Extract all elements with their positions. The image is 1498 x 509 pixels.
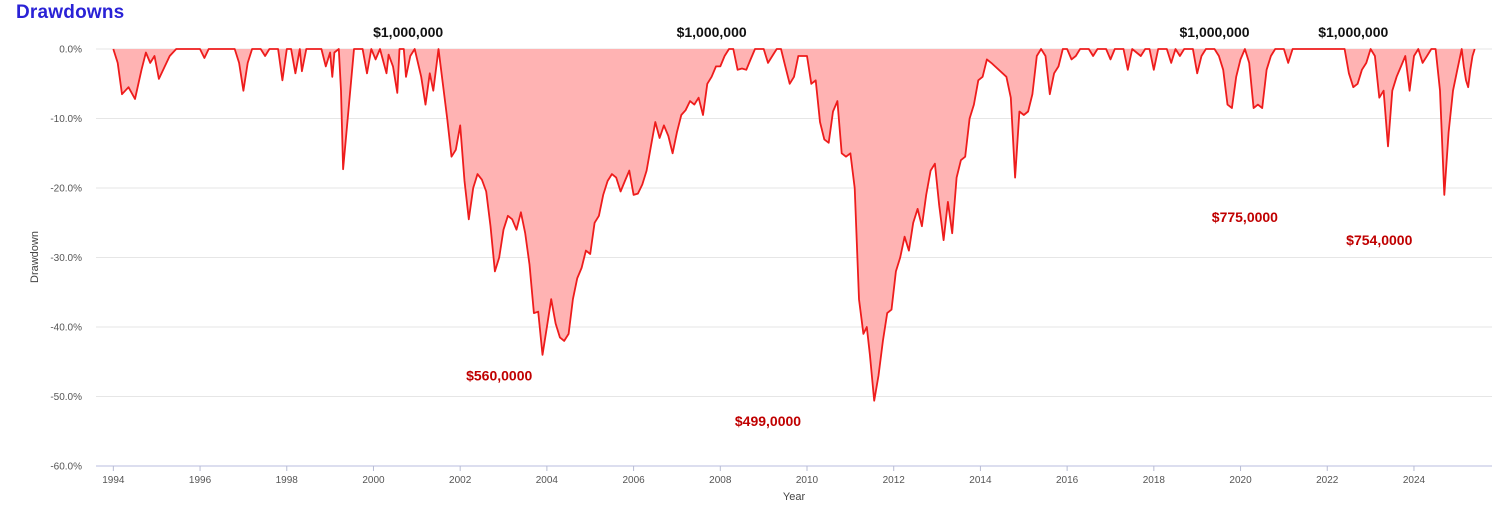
drawdown-area bbox=[112, 48, 1476, 402]
trough-value-label: $499,0000 bbox=[735, 413, 801, 429]
trough-value-label: $560,0000 bbox=[466, 368, 532, 384]
y-axis: 0.0% -10.0% -20.0% -30.0% -40.0% -50.0% -60.0% bbox=[50, 45, 82, 473]
x-tick-label: 2008 bbox=[709, 475, 732, 486]
y-tick-label: -40.0% bbox=[50, 323, 82, 334]
x-tick-label: 1996 bbox=[189, 475, 212, 486]
x-tick-label: 2022 bbox=[1316, 475, 1339, 486]
x-axis-label: Year bbox=[783, 491, 806, 503]
x-tick-label: 2004 bbox=[536, 475, 559, 486]
trough-value-label: $775,0000 bbox=[1212, 209, 1278, 225]
y-axis-label: Drawdown bbox=[29, 231, 41, 283]
y-tick-label: -30.0% bbox=[50, 253, 82, 264]
x-tick-label: 1998 bbox=[276, 475, 299, 486]
y-tick-label: -10.0% bbox=[50, 114, 82, 125]
x-tick-label: 2000 bbox=[362, 475, 385, 486]
x-tick-label: 2012 bbox=[883, 475, 906, 486]
x-tick-label: 2002 bbox=[449, 475, 472, 486]
y-tick-label: -60.0% bbox=[50, 462, 82, 473]
x-tick-label: 2016 bbox=[1056, 475, 1079, 486]
peak-value-label: $1,000,000 bbox=[373, 24, 443, 40]
peak-value-label: $1,000,000 bbox=[677, 24, 747, 40]
x-axis: 1994 1996 1998 2000 2002 2004 2006 2008 2010 2012… bbox=[96, 465, 1492, 486]
x-tick-label: 2006 bbox=[622, 475, 645, 486]
y-tick-label: -50.0% bbox=[50, 392, 82, 403]
trough-value-label: $754,0000 bbox=[1346, 232, 1412, 248]
x-tick-label: 2018 bbox=[1143, 475, 1166, 486]
drawdown-fill bbox=[113, 49, 1475, 401]
annotations: $1,000,000 $1,000,000 $1,000,000 $1,000,000… bbox=[373, 24, 1412, 429]
drawdown-line bbox=[112, 48, 1476, 402]
x-tick-label: 1994 bbox=[102, 475, 125, 486]
y-tick-label: -20.0% bbox=[50, 184, 82, 195]
y-tick-label: 0.0% bbox=[59, 45, 82, 56]
peak-value-label: $1,000,000 bbox=[1179, 24, 1249, 40]
chart-title: Drawdowns bbox=[16, 2, 125, 23]
x-tick-label: 2020 bbox=[1229, 475, 1252, 486]
grid-lines bbox=[96, 48, 1492, 467]
x-tick-label: 2014 bbox=[969, 475, 992, 486]
peak-value-label: $1,000,000 bbox=[1318, 24, 1388, 40]
x-tick-label: 2010 bbox=[796, 475, 819, 486]
x-tick-label: 2024 bbox=[1403, 475, 1426, 486]
